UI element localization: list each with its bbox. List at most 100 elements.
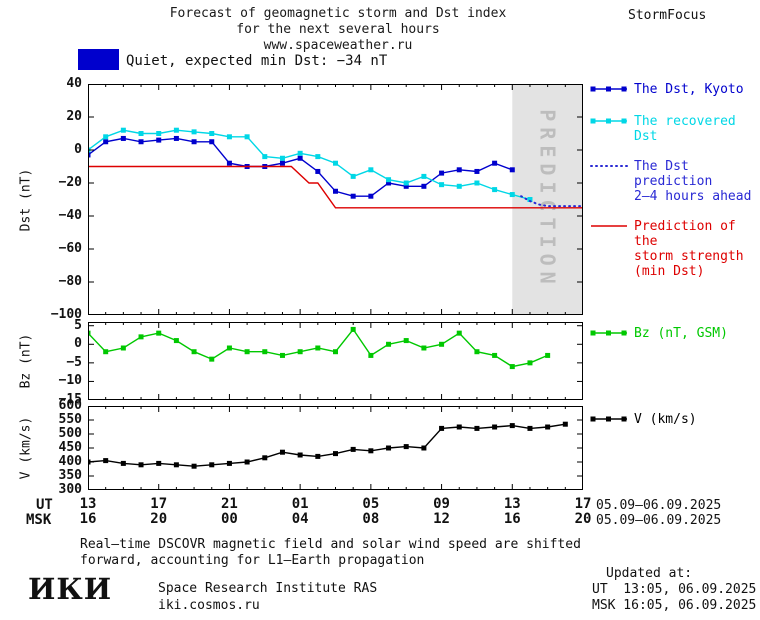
bz-legend: Bz (nT, GSM) [590, 326, 760, 358]
y-tick-label: −60 [58, 241, 82, 256]
data-point-marker [386, 445, 392, 451]
y-tick-label: 0 [74, 142, 82, 157]
series-line [87, 129, 531, 201]
y-tick-label: −40 [58, 208, 82, 223]
data-point-marker [403, 183, 409, 189]
data-point-marker [562, 421, 568, 427]
iki-site-link[interactable]: iki.cosmos.ru [158, 598, 260, 613]
note-line-2: forward, accounting for L1–Earth propaga… [80, 553, 425, 568]
data-point-marker [173, 135, 179, 141]
data-point-marker [333, 160, 338, 166]
data-point-marker [103, 458, 109, 464]
data-point-marker [138, 462, 144, 468]
ut-tick-label: 13 [79, 496, 97, 512]
data-point-marker [456, 167, 462, 173]
data-point-marker [421, 345, 427, 351]
y-tick-label: 5 [74, 317, 82, 333]
data-point-marker [492, 187, 498, 193]
data-point-marker [421, 445, 427, 451]
spaceweather-link[interactable]: www.spaceweather.ru [263, 38, 413, 53]
y-tick-label: −100 [50, 307, 82, 322]
data-point-marker [279, 160, 285, 166]
legend-label: The Dst prediction 2–4 hours ahead [634, 159, 752, 204]
data-point-marker [333, 349, 338, 355]
data-point-marker [226, 134, 232, 140]
ut-tick-label: 17 [574, 496, 592, 512]
status-text: Quiet, expected min Dst: −34 nT [126, 53, 388, 69]
legend-swatch [590, 160, 628, 176]
data-point-marker [209, 131, 215, 136]
y-tick-label: 350 [58, 468, 82, 483]
data-point-marker [315, 168, 321, 174]
legend-label: Prediction of the storm strength (min Dst) [634, 219, 744, 279]
data-point-marker [262, 455, 268, 461]
data-point-marker [279, 449, 285, 455]
data-point-marker [333, 188, 338, 194]
legend-swatch-squares [590, 86, 627, 92]
data-point-marker [403, 444, 409, 450]
plot-frame [88, 406, 583, 490]
data-point-marker [421, 183, 427, 189]
data-point-marker [439, 170, 445, 176]
data-point-marker [368, 448, 374, 454]
data-point-marker [138, 139, 144, 145]
data-point-marker [226, 160, 232, 166]
data-point-marker [244, 349, 250, 355]
prediction-band [512, 84, 583, 315]
data-point-marker [297, 155, 303, 161]
data-point-marker [315, 154, 321, 160]
legend-label: The Dst, Kyoto [634, 82, 744, 97]
data-point-marker [492, 160, 498, 166]
data-point-marker [403, 338, 409, 344]
ut-tick-label: 21 [220, 496, 238, 512]
data-point-marker [509, 364, 515, 370]
legend-item: V (km/s) [590, 412, 760, 429]
legend-label: The recovered Dst [634, 114, 736, 144]
data-point-marker [103, 134, 109, 140]
data-point-marker [191, 129, 197, 135]
plot-frame [88, 84, 583, 315]
data-point-marker [191, 139, 197, 145]
data-point-marker [120, 460, 126, 466]
legend-swatch [590, 327, 628, 343]
data-point-marker [262, 349, 268, 355]
legend-item: The Dst prediction 2–4 hours ahead [590, 159, 760, 204]
data-point-marker [103, 349, 109, 355]
data-point-marker [545, 424, 551, 430]
series-line [87, 137, 513, 197]
msk-tick-label: 00 [220, 511, 238, 527]
data-point-marker [474, 425, 480, 431]
data-point-marker [156, 330, 162, 336]
v-legend: V (km/s) [590, 412, 760, 444]
ut-axis-label: UT [36, 497, 53, 513]
y-tick-label: 20 [66, 109, 82, 124]
data-point-marker [279, 155, 285, 161]
propagation-note: Real–time DSCOVR magnetic field and sola… [80, 537, 581, 569]
y-tick-label: −15 [58, 392, 82, 407]
data-point-marker [403, 180, 409, 186]
data-point-marker [297, 349, 303, 355]
y-tick-label: −5 [66, 354, 82, 370]
data-point-marker [439, 425, 445, 431]
y-tick-label: 450 [58, 440, 82, 455]
iki-logo: ИКИ [28, 572, 113, 606]
data-point-marker [226, 460, 232, 466]
dst-legend: The Dst, Kyoto The recovered Dst The Dst p… [590, 82, 760, 294]
data-point-marker [209, 139, 215, 145]
title-line-1: Forecast of geomagnetic storm and Dst in… [169, 6, 507, 21]
data-point-marker [527, 360, 533, 366]
page-title: Forecast of geomagnetic storm and Dst in… [98, 6, 578, 54]
legend-swatch-squares [590, 330, 627, 336]
data-point-marker [279, 352, 285, 358]
series-line [87, 423, 566, 467]
msk-tick-label: 08 [362, 511, 380, 527]
data-point-marker [456, 424, 462, 430]
msk-tick-label: 16 [79, 511, 97, 527]
dst-plot: PREDICTION [85, 83, 584, 316]
data-point-marker [509, 192, 515, 198]
legend-item: Bz (nT, GSM) [590, 326, 760, 343]
data-point-marker [368, 167, 374, 173]
legend-swatch [590, 115, 628, 131]
data-point-marker [173, 338, 179, 344]
